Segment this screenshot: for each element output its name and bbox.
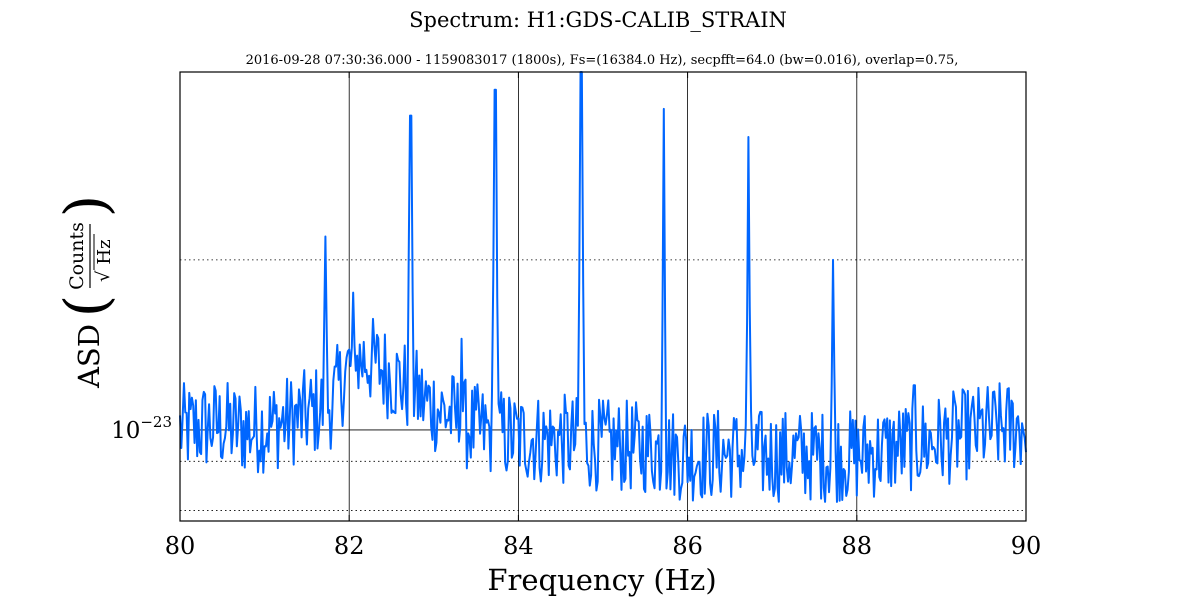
- y-tick-label-0: 10−23: [111, 413, 172, 444]
- plot-frame: [179, 71, 1027, 522]
- grid-lines: [180, 72, 1026, 521]
- y-label-paren-right: ): [52, 195, 120, 218]
- series-line: [179, 71, 1027, 503]
- y-axis-label-denominator: Hz: [94, 239, 115, 264]
- x-tick-label-84: 84: [503, 532, 534, 560]
- y-axis-ticks: 10−23: [111, 413, 172, 444]
- y-axis-label: ASD ( Counts √ Hz ): [52, 195, 120, 389]
- y-axis-label-prefix: ASD: [72, 324, 106, 389]
- chart-subtitle: 2016-09-28 07:30:36.000 - 1159083017 (18…: [246, 53, 959, 68]
- x-tick-label-82: 82: [334, 532, 365, 560]
- y-label-sqrt-sign: √: [93, 270, 114, 282]
- x-tick-label-88: 88: [842, 532, 873, 560]
- y-axis-label-numerator: Counts: [66, 222, 88, 290]
- plot-area: [179, 71, 1027, 522]
- plot-background: [180, 72, 1026, 521]
- x-axis-label: Frequency (Hz): [487, 563, 716, 597]
- x-tick-label-90: 90: [1011, 532, 1042, 560]
- y-label-paren-left: (: [52, 295, 120, 318]
- x-tick-label-80: 80: [165, 532, 196, 560]
- x-axis-ticks: 80 82 84 86 88 90: [165, 72, 1042, 560]
- x-tick-label-86: 86: [672, 532, 703, 560]
- chart-title: Spectrum: H1:GDS-CALIB_STRAIN: [409, 8, 787, 32]
